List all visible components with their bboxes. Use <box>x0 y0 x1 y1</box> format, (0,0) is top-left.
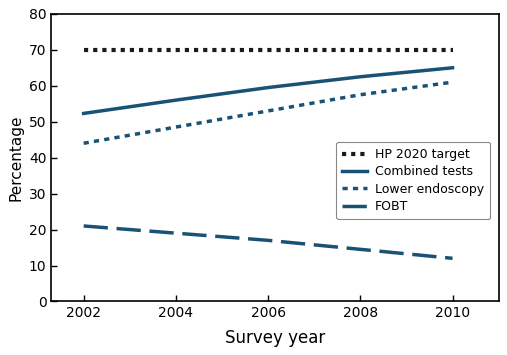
Lower endoscopy <box>450 80 456 84</box>
Combined tests <box>450 66 456 70</box>
FOBT <box>265 238 271 242</box>
HP 2020 target <box>450 48 456 52</box>
Combined tests <box>81 111 87 116</box>
Combined tests <box>357 75 364 79</box>
Lower endoscopy <box>357 93 364 97</box>
FOBT <box>173 231 179 235</box>
FOBT <box>357 247 364 251</box>
Line: Lower endoscopy: Lower endoscopy <box>84 82 453 143</box>
Line: FOBT: FOBT <box>84 226 453 258</box>
Combined tests <box>265 86 271 90</box>
Line: Combined tests: Combined tests <box>84 68 453 114</box>
FOBT <box>81 224 87 228</box>
HP 2020 target <box>265 48 271 52</box>
Legend: HP 2020 target, Combined tests, Lower endoscopy, FOBT: HP 2020 target, Combined tests, Lower en… <box>336 142 490 219</box>
HP 2020 target <box>357 48 364 52</box>
Lower endoscopy <box>265 109 271 113</box>
HP 2020 target <box>173 48 179 52</box>
Combined tests <box>173 98 179 102</box>
X-axis label: Survey year: Survey year <box>225 329 325 347</box>
HP 2020 target <box>81 48 87 52</box>
Lower endoscopy <box>81 141 87 146</box>
Lower endoscopy <box>173 125 179 129</box>
FOBT <box>450 256 456 261</box>
Y-axis label: Percentage: Percentage <box>8 114 23 201</box>
